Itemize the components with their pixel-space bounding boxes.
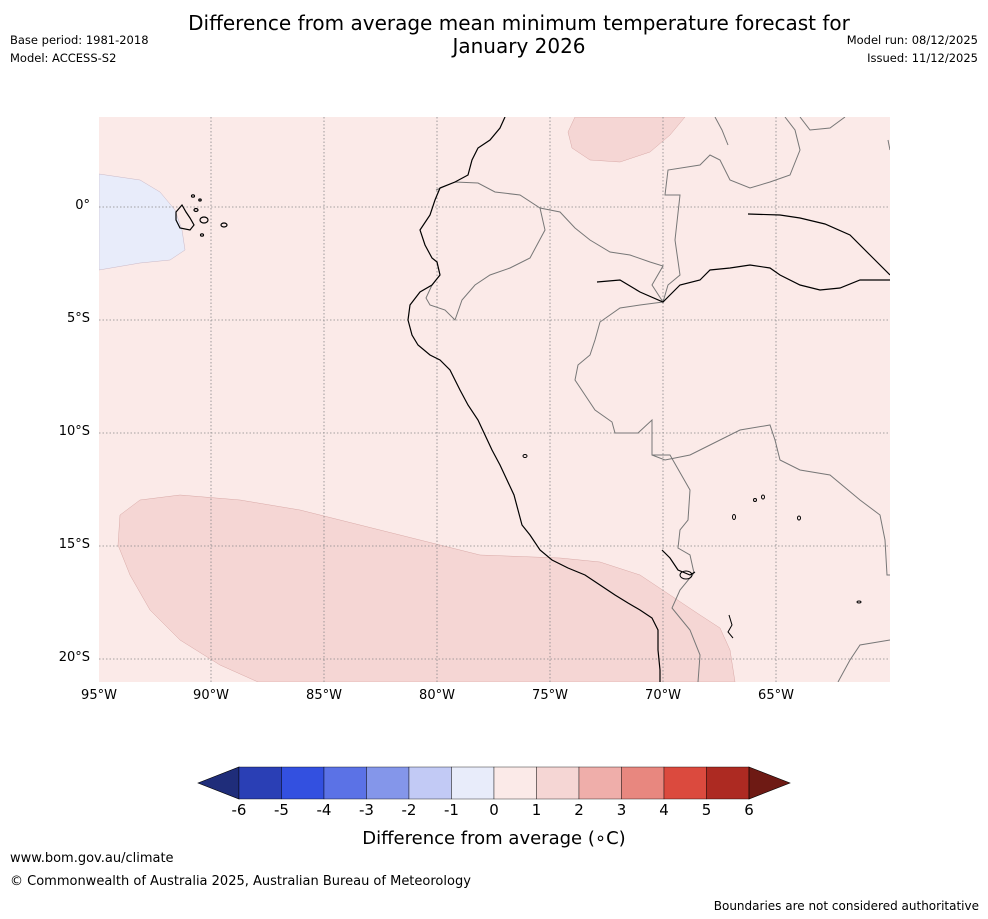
lon-label-85w: 85°W [306,688,342,703]
colorbar-segment [408,766,452,800]
footer-url: www.bom.gov.au/climate [10,851,174,866]
title-line-1: Difference from average mean minimum tem… [188,11,850,35]
colorbar [197,766,791,800]
lat-label-5s: 5°S [66,311,90,326]
colorbar-segment [493,766,537,800]
lakes [522,454,862,639]
lat-label-15s: 15°S [58,537,90,552]
footer-disclaimer: Boundaries are not considered authoritat… [713,899,979,913]
meta-right: Model run: 08/12/2025 Issued: 11/12/2025 [847,31,978,67]
colorbar-arrow-high [748,766,791,800]
colorbar-tick-label: -5 [274,801,289,819]
colorbar-tick-label: 2 [574,801,584,819]
colorbar-segment [706,766,750,800]
model-run-text: Model run: 08/12/2025 [846,33,978,47]
lon-label-95w: 95°W [81,688,117,703]
cool-anomaly-region [99,173,186,271]
colorbar-tick-label: -1 [444,801,459,819]
colorbar-tick-label: 4 [659,801,669,819]
lon-label-70w: 70°W [645,688,681,703]
colorbar-segment [366,766,410,800]
colorbar-tick-label: 3 [616,801,627,819]
country-borders [425,117,890,682]
title-line-2: January 2026 [452,34,586,58]
gridlines [99,117,890,682]
meta-left: Base period: 1981-2018 Model: ACCESS-S2 [10,31,149,67]
colorbar-tick-label: 6 [744,801,754,819]
colorbar-tick-label: -2 [401,801,417,819]
colorbar-segment [238,766,282,800]
colorbar-tick-label: 0 [489,801,499,819]
colorbar-tick-label: -3 [359,801,374,819]
colorbar-segment [663,766,707,800]
lon-label-90w: 90°W [193,688,229,703]
colorbar-tick-label: 5 [701,801,712,819]
model-text: Model: ACCESS-S2 [10,51,117,65]
chart-title: Difference from average mean minimum tem… [0,12,988,58]
lat-label-10s: 10°S [58,424,90,439]
colorbar-segment [281,766,325,800]
colorbar-segment [451,766,495,800]
lon-label-65w: 65°W [758,688,794,703]
lat-label-20s: 20°S [58,650,90,665]
colorbar-segment [621,766,665,800]
colorbar-tick-label: 1 [531,801,542,819]
colorbar-segment [323,766,367,800]
footer-copyright: © Commonwealth of Australia 2025, Austra… [10,874,471,889]
colorbar-tick-label: -6 [231,801,247,819]
galapagos-islands [175,194,228,237]
warm-anomaly-region-south [117,494,736,682]
colorbar-segment [578,766,622,800]
lat-label-0: 0° [75,198,90,213]
lon-label-80w: 80°W [419,688,455,703]
issued-text: Issued: 11/12/2025 [867,51,978,65]
base-period-text: Base period: 1981-2018 [10,33,149,47]
lon-label-75w: 75°W [532,688,568,703]
colorbar-segment [536,766,580,800]
warm-anomaly-region-north [567,117,686,163]
colorbar-tick-label: -4 [316,801,332,819]
colorbar-label: Difference from average (∘C) [362,828,626,849]
colorbar-arrow-low [197,766,240,800]
